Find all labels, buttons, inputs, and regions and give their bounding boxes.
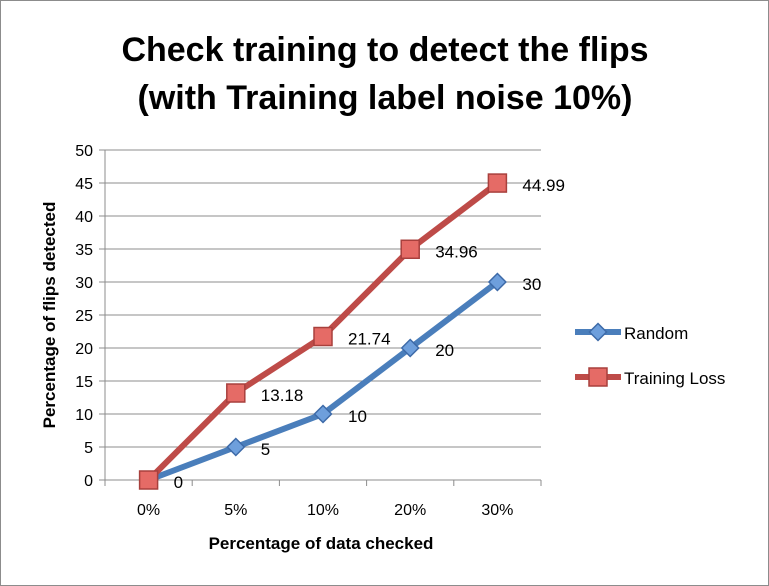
data-label-training-loss: 21.74 <box>348 330 391 349</box>
x-tick-label: 20% <box>394 502 426 519</box>
data-label-training-loss: 44.99 <box>522 176 565 195</box>
data-point-training-loss <box>400 239 420 260</box>
data-label-random: 10 <box>348 407 367 426</box>
legend-label-training-loss: Training Loss <box>624 369 725 388</box>
data-label-training-loss: 13.18 <box>261 386 304 405</box>
y-tick-labels: 0 5 10 15 20 25 30 35 40 45 50 <box>75 143 105 490</box>
y-tick-label: 30 <box>75 275 93 292</box>
legend-marker-training-loss <box>588 367 608 387</box>
data-point-training-loss <box>313 326 333 347</box>
y-tick-label: 10 <box>75 407 93 424</box>
data-label-random: 5 <box>261 440 270 459</box>
y-tick-label: 25 <box>75 308 93 325</box>
y-tick-label: 15 <box>75 374 93 391</box>
x-tick-label: 5% <box>224 502 247 519</box>
data-point-training-loss <box>226 383 246 403</box>
x-tick-label: 10% <box>307 502 339 519</box>
chart-title-line-2: (with Training label noise 10%) <box>138 79 633 117</box>
x-tick-labels: 0% 5% 10% 20% 30% <box>104 480 542 519</box>
y-tick-label: 35 <box>75 242 93 259</box>
y-tick-label: 20 <box>75 341 93 358</box>
y-axis-title: Percentage of flips detected <box>40 202 59 429</box>
data-point-training-loss <box>487 173 508 193</box>
data-labels: 0 5 10 20 30 13.18 21.74 34.96 44.99 <box>174 176 565 492</box>
y-tick-label: 0 <box>84 473 93 490</box>
chart-title-line-1: Check training to detect the flips <box>121 31 648 69</box>
data-point-training-loss <box>138 470 159 490</box>
legend-marker-random <box>588 322 608 342</box>
y-tick-label: 5 <box>84 440 93 457</box>
data-label-random: 20 <box>435 341 454 360</box>
legend: Random Training Loss <box>575 322 725 388</box>
x-tick-label: 30% <box>481 502 513 519</box>
y-tick-label: 45 <box>75 176 93 193</box>
data-label-random: 0 <box>174 473 183 492</box>
data-label-training-loss: 34.96 <box>435 242 478 261</box>
data-point-random <box>313 404 333 424</box>
data-point-random <box>400 338 420 358</box>
x-tick-label: 0% <box>137 502 160 519</box>
y-tick-label: 50 <box>75 143 93 160</box>
grid-lines <box>105 149 541 448</box>
x-axis-title: Percentage of data checked <box>209 534 434 553</box>
series <box>138 173 508 490</box>
legend-label-random: Random <box>624 324 688 343</box>
chart-title: Check training to detect the flips (with… <box>121 31 648 117</box>
y-tick-label: 40 <box>75 209 93 226</box>
data-point-random <box>226 437 246 457</box>
data-label-random: 30 <box>522 275 541 294</box>
data-point-random <box>487 272 507 292</box>
